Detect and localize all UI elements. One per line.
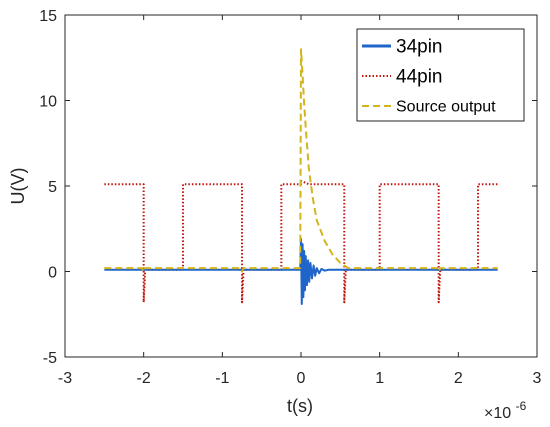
x-tick-label: 0: [297, 370, 306, 387]
x-axis-exponent: ×10 -6: [484, 399, 527, 422]
y-tick-label: -5: [43, 350, 57, 367]
legend-label-2: Source output: [396, 99, 496, 116]
legend-label-1: 44pin: [396, 67, 443, 88]
y-tick-label: 15: [39, 8, 57, 25]
x-tick-label: 2: [454, 370, 463, 387]
legend: 34pin 44pin Source output: [356, 28, 525, 122]
legend-label-0: 34pin: [396, 37, 443, 58]
x-exponent-base: ×10: [484, 405, 511, 422]
x-tick-label: -3: [58, 370, 72, 387]
y-tick-label: 5: [48, 179, 57, 196]
series-line-2: [104, 48, 498, 273]
x-tick-label: -2: [137, 370, 151, 387]
x-axis-label: t(s): [287, 396, 313, 416]
y-tick-label: 0: [48, 265, 57, 282]
y-axis-label: U(V): [8, 168, 28, 205]
x-tick-label: -1: [215, 370, 229, 387]
x-exponent-power: -6: [516, 399, 527, 413]
series-line-0: [104, 238, 498, 305]
y-tick-label: 10: [39, 94, 57, 111]
axis-ticks: -3 -2 -1 0 1 2 3 -5 0 5 10 15: [39, 8, 541, 387]
x-tick-label: 1: [375, 370, 384, 387]
plot-area: [104, 48, 498, 305]
x-tick-label: 3: [533, 370, 542, 387]
